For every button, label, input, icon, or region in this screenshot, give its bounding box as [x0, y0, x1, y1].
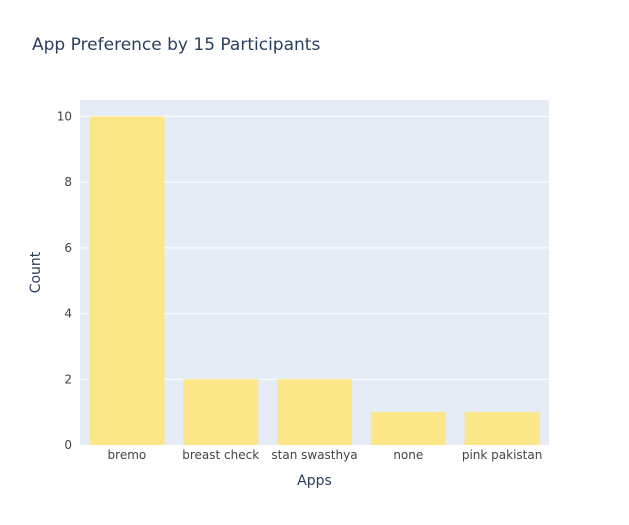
x-tick-label: bremo: [108, 448, 147, 462]
x-tick-label: stan swasthya: [271, 448, 357, 462]
y-axis-label: Count: [28, 251, 44, 293]
x-axis-ticks: bremo breast check stan swasthya none pink p…: [108, 448, 543, 462]
bar-pink-pakistan[interactable]: [464, 412, 540, 445]
bar-none[interactable]: [370, 412, 446, 445]
x-tick-label: pink pakistan: [462, 448, 543, 462]
y-tick-label: 8: [64, 175, 72, 189]
bars: [89, 116, 540, 445]
y-tick-label: 10: [57, 109, 72, 123]
x-tick-label: breast check: [182, 448, 259, 462]
y-axis-ticks: 0 2 4 6 8 10: [57, 109, 72, 452]
bar-stan-swasthya[interactable]: [276, 379, 353, 445]
bar-bremo[interactable]: [89, 116, 165, 445]
bar-breast-check[interactable]: [183, 379, 259, 445]
x-tick-label: none: [393, 448, 423, 462]
chart-title: App Preference by 15 Participants: [32, 35, 320, 55]
y-tick-label: 4: [64, 307, 72, 321]
y-tick-label: 6: [64, 241, 72, 255]
x-axis-label: Apps: [297, 473, 332, 489]
y-tick-label: 2: [64, 372, 72, 386]
y-tick-label: 0: [64, 438, 72, 452]
